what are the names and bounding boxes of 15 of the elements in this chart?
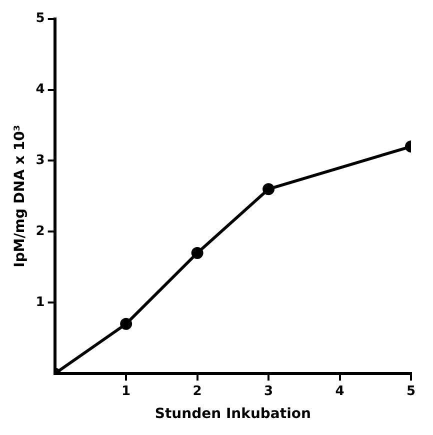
x-tick-label: 1 — [122, 384, 131, 399]
x-axis-title: Stunden Inkubation — [154, 406, 311, 422]
x-tick-label: 3 — [264, 384, 274, 399]
x-tick-label: 4 — [335, 384, 344, 399]
y-tick-label: 4 — [36, 82, 45, 98]
x-tick-label: 2 — [192, 384, 202, 399]
y-tick-label: 1 — [36, 295, 45, 310]
x-tick-label: 5 — [406, 384, 416, 399]
y-tick-label: 5 — [36, 11, 45, 26]
point — [191, 246, 204, 259]
point — [120, 318, 132, 330]
y-axis-title: IpM/mg DNA x 10³ — [12, 125, 28, 268]
y-tick-label: 3 — [36, 153, 45, 168]
point — [262, 183, 275, 196]
y-tick-label: 2 — [36, 224, 45, 240]
